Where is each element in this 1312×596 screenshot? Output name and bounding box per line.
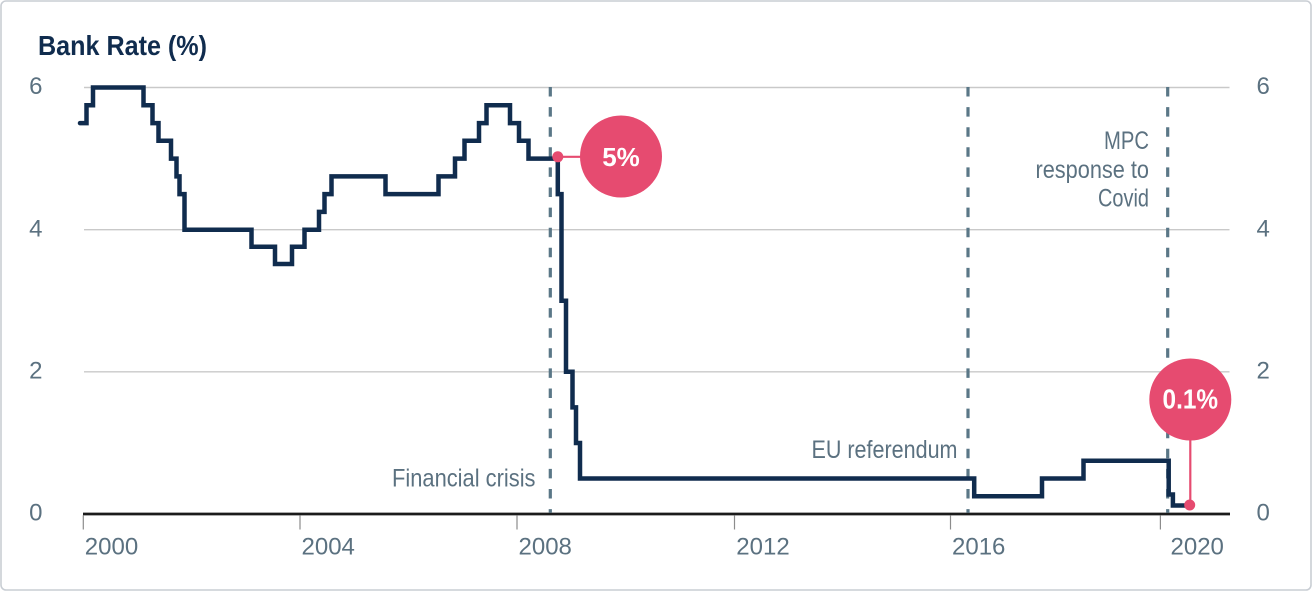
- svg-text:2: 2: [29, 358, 42, 385]
- svg-text:6: 6: [29, 73, 42, 100]
- svg-text:2016: 2016: [952, 534, 1005, 561]
- svg-text:0.1%: 0.1%: [1163, 384, 1219, 415]
- svg-text:Financial crisis: Financial crisis: [392, 465, 536, 493]
- svg-text:2004: 2004: [302, 534, 355, 561]
- svg-text:Covid: Covid: [1098, 185, 1149, 213]
- svg-text:0: 0: [29, 500, 42, 527]
- svg-text:6: 6: [1257, 73, 1270, 100]
- svg-text:5%: 5%: [602, 142, 640, 172]
- svg-text:2008: 2008: [519, 534, 572, 561]
- svg-text:MPC: MPC: [1104, 127, 1149, 155]
- svg-text:response to: response to: [1036, 156, 1150, 184]
- svg-text:2: 2: [1257, 358, 1270, 385]
- svg-text:0: 0: [1257, 500, 1270, 527]
- svg-text:4: 4: [29, 215, 42, 242]
- svg-text:2000: 2000: [85, 534, 138, 561]
- svg-text:EU referendum: EU referendum: [812, 436, 958, 464]
- svg-text:4: 4: [1257, 215, 1270, 242]
- svg-text:2020: 2020: [1171, 534, 1224, 561]
- svg-text:Bank Rate (%): Bank Rate (%): [38, 30, 207, 61]
- svg-text:2012: 2012: [736, 534, 789, 561]
